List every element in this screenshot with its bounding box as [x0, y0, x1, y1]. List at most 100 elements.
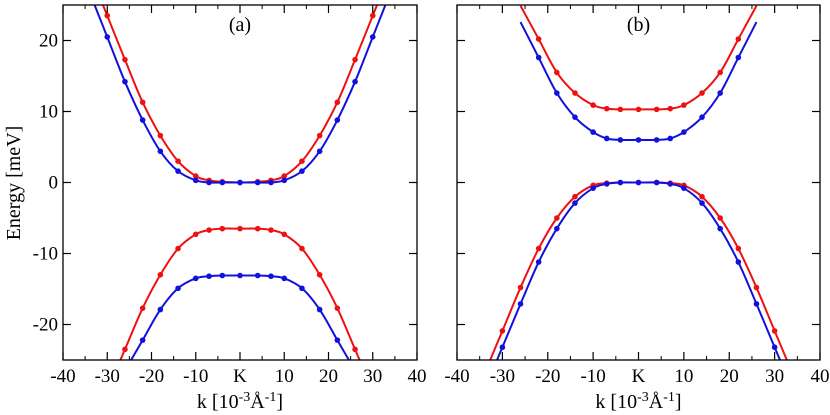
panel-b-x-axis-label: k [10-3Å-1] [595, 390, 681, 414]
panel-a-y-tick-label: 10 [39, 102, 58, 123]
panel-b-series-3-point [635, 179, 642, 186]
panel-a-series-0-point [369, 12, 376, 19]
panel-b-series-2-point [517, 284, 524, 291]
panel-b-series-1-point [717, 90, 723, 96]
panel-a-series-2-point [268, 227, 274, 233]
panel-a-x-tick-label: -40 [50, 366, 75, 387]
panel-a-series-2-point [299, 245, 305, 252]
panel-a-series-1-point [254, 179, 261, 186]
panel-b-series-2-point [572, 193, 578, 200]
panel-b-series-0-point [590, 102, 596, 108]
panel-b-series-3-point [517, 301, 524, 307]
panel-a-series-1-point [104, 34, 111, 40]
panel-a-series-3-point [139, 337, 146, 343]
panel-a-x-tick-label: 10 [275, 366, 294, 387]
panel-b-series-1-point [590, 129, 596, 135]
panel-b-series-2-point [535, 245, 542, 252]
panel-a-series-1-point [268, 179, 274, 186]
panel-a-series-3-point [299, 285, 305, 292]
panel-a-x-tick-label: 40 [408, 366, 427, 387]
panel-a-series-2-point [122, 346, 128, 353]
panel-a-series-2-point [139, 305, 146, 311]
panel-b-series-1-point [617, 137, 624, 143]
panel-b-series-2-point [699, 193, 705, 200]
panel-b-series-3-point [667, 181, 674, 187]
panel-b-series-1-point [667, 135, 674, 142]
panel-b-series-3-point [535, 259, 542, 265]
panel-b-x-tick-label: -20 [535, 366, 560, 387]
panel-a-series-0-point [139, 99, 146, 106]
panel-b-x-tick-label: 20 [720, 366, 739, 387]
panel-a-series-2-point [334, 305, 341, 311]
panel-b-series-1-point [603, 135, 610, 142]
panel-b-x-tick-label: 40 [811, 366, 830, 387]
panel-a-series-1-point [334, 117, 341, 123]
panel-a-series-1-point [369, 34, 376, 40]
panel-a-x-tick-label: -20 [139, 366, 164, 387]
panel-a-series-2-point [352, 346, 358, 353]
panel-a-series-0-point [192, 173, 199, 179]
panel-a-series-1-point [237, 179, 243, 186]
panel-b-label: (b) [627, 14, 650, 36]
panel-a-series-3-point [254, 272, 261, 279]
panel-a-series-2-point [157, 272, 164, 278]
panel-a-series-0-point [281, 173, 288, 179]
panel-b-series-2-point [735, 245, 742, 252]
panel-b-series-2-point [753, 284, 760, 291]
panel-a-series-1-point [206, 179, 212, 186]
panel-a-series-2-point [206, 227, 212, 233]
panel-b-series-3-point [499, 344, 506, 351]
panel-b-series-1-point [535, 54, 542, 61]
panel-a-series-1-point [175, 168, 181, 174]
panel-b-series-0-point [735, 36, 742, 42]
panel-a-curves [93, 5, 387, 360]
panel-b-series-3-point [681, 185, 687, 191]
panel-a-x-axis-label: k [10-3Å-1] [197, 390, 283, 414]
panel-b-series-1-point [635, 137, 642, 143]
panel-a-series-1-point [299, 168, 305, 174]
panel-a-series-1-point [139, 117, 146, 123]
panel-a-series-0-point [104, 12, 111, 19]
panel-a-series-2-point [219, 225, 226, 232]
panel-b-series-3-point [717, 225, 723, 232]
panel-a-series-2-point [254, 225, 261, 232]
panel-b-series-0-point [603, 105, 610, 112]
panel-a-series-0-point [334, 99, 341, 106]
panel-b-series-3-point [590, 185, 596, 191]
panel-b-series-0-point [681, 102, 687, 108]
panel-b-series-1-point [653, 137, 660, 143]
panel-b-curves [489, 5, 788, 360]
panel-a: -40 -30 -20 -10 K 10 20 30 40 -20 -10 0 10 20 (a) k [10… [33, 4, 427, 414]
panel-b-series-0-point [699, 90, 705, 96]
panel-a-series-1-point [219, 179, 226, 186]
panel-a-series-1-point [352, 78, 358, 85]
panel-a-series-0-point [352, 56, 358, 63]
panel-b-series-1-point [572, 114, 578, 120]
panel-a-y-tick-label: 0 [49, 173, 59, 194]
panel-b-series-2-point [554, 215, 560, 221]
panel-b-x-tick-label: -40 [444, 366, 469, 387]
panel-a-series-1-point [281, 177, 288, 184]
panel-b-x-tick-label: K [632, 366, 646, 387]
panel-b-x-tick-label: 10 [674, 366, 693, 387]
panel-b-series-1-point [681, 129, 687, 135]
panel-a-series-3-point [206, 273, 212, 280]
panel-b-series-0-point [554, 69, 560, 76]
panel-b-series-0-point [717, 69, 723, 76]
panel-a-label: (a) [229, 14, 251, 36]
panel-b-x-tick-label: -10 [580, 366, 605, 387]
panel-a-series-2-point [237, 225, 243, 232]
panel-b-x-tick-label: 30 [765, 366, 784, 387]
panel-a-series-2-point [175, 245, 181, 252]
panel-a-series-2-point [316, 272, 323, 278]
panel-a-x-tick-label: 20 [319, 366, 338, 387]
panel-a-series-0-point [122, 56, 128, 63]
panel-a-series-3-point [334, 337, 341, 343]
panel-a-series-0-point [157, 132, 164, 139]
panel-a-x-tick-label: -30 [95, 366, 120, 387]
panel-a-series-3-point [175, 285, 181, 292]
panel-a-series-3-point [157, 306, 164, 313]
panel-b-series-0-point [653, 106, 660, 113]
panel-b-series-0-point [667, 105, 674, 112]
panel-b-series-1-point [735, 54, 742, 61]
